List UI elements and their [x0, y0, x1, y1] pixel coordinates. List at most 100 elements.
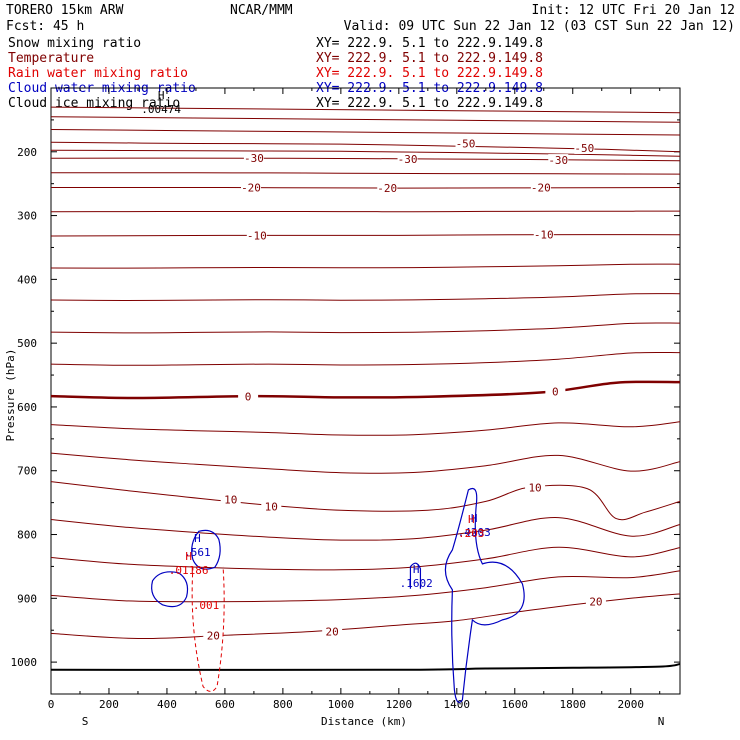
isotherm-unlabelled: [50, 172, 681, 175]
x-tick-label: 0: [48, 698, 55, 711]
y-tick-label: 200: [17, 146, 37, 159]
extremum-letter: H: [413, 563, 420, 576]
isotherm-label-bg: [525, 481, 546, 494]
extremum-value: .203: [458, 527, 485, 540]
isotherm-label: -10: [247, 229, 267, 242]
cloud-water-contour: [191, 529, 221, 570]
model-title: TORERO 15km ARW: [6, 3, 124, 18]
y-tick-label: 400: [17, 273, 37, 286]
field-xy-cloud-ice: XY= 222.9. 5.1 to 222.9.149.8: [316, 96, 543, 111]
isotherm-label: -30: [244, 152, 264, 165]
isotherm-label: 20: [589, 596, 602, 609]
isotherm-label-bg: [261, 500, 282, 513]
extremum-value: .01186: [169, 564, 209, 577]
init-time: Init: 12 UTC Fri 20 Jan 12: [532, 3, 736, 18]
isotherm-label-bg: [241, 181, 262, 194]
x-tick-label: 800: [273, 698, 293, 711]
isotherm-label-bg: [533, 228, 554, 241]
x-axis-label: Distance (km): [321, 715, 407, 728]
extremum-letter: H: [158, 89, 165, 102]
y-tick-label: 800: [17, 529, 37, 542]
isotherm-label: 20: [326, 625, 339, 638]
isotherm-label-bg: [246, 229, 267, 242]
y-tick-label: 300: [17, 210, 37, 223]
forecast-hour: Fcst: 45 h: [6, 19, 84, 34]
header: TORERO 15km ARW NCAR/MMM Init: 12 UTC Fr…: [6, 3, 735, 111]
isotherm-unlabelled: [50, 452, 681, 474]
isotherm-label-bg: [243, 152, 264, 165]
x-tick-label: 1000: [328, 698, 355, 711]
center-title: NCAR/MMM: [230, 3, 293, 18]
field-name-snow: Snow mixing ratio: [8, 36, 141, 51]
rain-contour: [191, 566, 225, 692]
isotherm-label: -20: [377, 182, 397, 195]
isotherm-label: 10: [265, 500, 278, 513]
isotherm-label: -50: [574, 142, 594, 155]
isotherm-label: 0: [245, 391, 252, 404]
isotherm-label-bg: [377, 182, 398, 195]
isotherm-unlabelled: [50, 517, 681, 541]
isotherm-label: -50: [456, 137, 476, 150]
extremum-value: .561: [184, 546, 211, 559]
isotherm-unlabelled: [50, 322, 681, 334]
y-tick-label: 700: [17, 465, 37, 478]
isotherm-unlabelled: [50, 263, 681, 269]
x-end-label-north: N: [658, 715, 665, 728]
isotherm-label-bg: [545, 385, 566, 398]
isotherm-label-bg: [530, 181, 551, 194]
cloud-water-contour: [151, 571, 189, 608]
y-tick-label: 900: [17, 592, 37, 605]
isotherm-unlabelled: [50, 106, 681, 114]
plot-frame: [50, 87, 681, 695]
cloud-water-contour: [444, 487, 525, 703]
isotherm-unlabelled: [50, 210, 681, 213]
field-xy-snow: XY= 222.9. 5.1 to 222.9.149.8: [316, 36, 543, 51]
isotherm-label: 20: [207, 629, 220, 642]
x-tick-label: 2000: [617, 698, 644, 711]
field-name-temperature: Temperature: [8, 51, 94, 66]
isotherm-label: -30: [398, 153, 418, 166]
isotherm-label-bg: [322, 625, 343, 638]
y-tick-label: 500: [17, 337, 37, 350]
isotherm-unlabelled: [50, 570, 681, 603]
x-tick-label: 1400: [444, 698, 471, 711]
isotherm-unlabelled: [50, 293, 681, 302]
isotherm-label-bg: [397, 152, 418, 165]
isotherm-label-bg: [203, 629, 224, 642]
isotherm-unlabelled: [50, 116, 681, 123]
x-tick-label: 1800: [560, 698, 587, 711]
extremum-value: .1602: [400, 577, 433, 590]
extremum-letter: H: [471, 512, 478, 525]
x-tick-label: 1200: [386, 698, 413, 711]
x-tick-label: 600: [215, 698, 235, 711]
isotherm-unlabelled: [50, 546, 681, 571]
valid-time: Valid: 09 UTC Sun 22 Jan 12 (03 CST Sun …: [344, 19, 735, 34]
isotherm-label-bg: [455, 137, 476, 150]
isotherm-label-bg: [574, 141, 595, 154]
isotherm-label-bg: [220, 493, 241, 506]
isotherm-20: [50, 593, 681, 640]
isotherm--50: [50, 141, 681, 153]
extremum-value: .4203: [458, 526, 491, 539]
isotherm-label: -10: [534, 229, 554, 242]
isotherm-10: [50, 481, 681, 521]
isotherm-unlabelled: [50, 351, 681, 366]
extremum-letter: H: [468, 513, 475, 526]
isotherm-label: -20: [241, 182, 261, 195]
isotherm-label-bg: [238, 390, 259, 403]
extremum-letter: H: [185, 550, 192, 563]
extremum-letter: H: [194, 532, 201, 545]
isotherm-label-bg: [585, 595, 606, 608]
isotherm-label: 0: [552, 386, 559, 399]
isotherm-label-bg: [548, 154, 569, 167]
x-tick-label: 200: [99, 698, 119, 711]
isotherm-label: 10: [224, 493, 237, 506]
isotherm--10: [50, 234, 681, 237]
isotherm-label: 10: [528, 481, 541, 494]
y-tick-label: 1000: [11, 656, 38, 669]
field-name-rain: Rain water mixing ratio: [8, 66, 188, 81]
field-xy-rain: XY= 222.9. 5.1 to 222.9.149.8: [316, 66, 543, 81]
isotherm-0: [50, 380, 681, 400]
